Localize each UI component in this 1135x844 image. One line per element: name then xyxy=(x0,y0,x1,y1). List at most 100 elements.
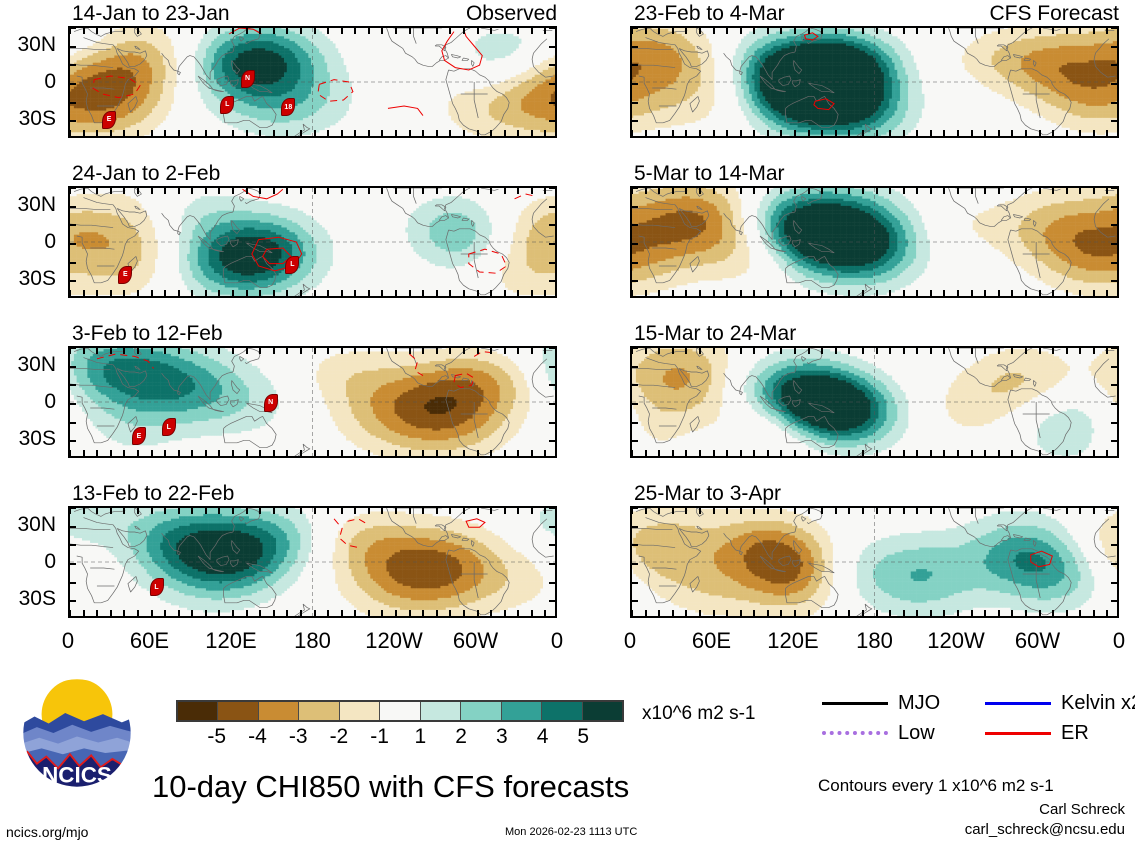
x-tick xyxy=(848,610,851,616)
x-tick xyxy=(164,348,167,354)
x-tick xyxy=(313,508,316,514)
x-tick xyxy=(286,450,289,456)
map-canvas xyxy=(632,508,1117,616)
x-tick xyxy=(381,290,384,296)
x-tick xyxy=(834,508,837,514)
x-tick xyxy=(875,188,878,194)
map-panel-1: E N L 18 xyxy=(68,26,557,138)
x-tick xyxy=(422,450,425,456)
x-tick xyxy=(726,188,729,194)
x-tick xyxy=(632,610,633,616)
legend-item-mjo: MJO xyxy=(822,693,940,713)
x-tick xyxy=(259,450,262,456)
x-tick xyxy=(698,508,701,514)
x-tick xyxy=(861,508,864,514)
x-tick xyxy=(272,508,275,514)
x-tick xyxy=(82,188,85,194)
column-header-forecast: CFS Forecast xyxy=(630,3,1119,24)
x-tick xyxy=(821,188,824,194)
x-tick xyxy=(490,508,493,514)
x-tick xyxy=(490,28,493,34)
x-tick xyxy=(1011,290,1014,296)
y-tick xyxy=(1111,440,1117,443)
x-tick xyxy=(476,130,479,136)
x-tick xyxy=(997,610,1000,616)
x-tick xyxy=(490,290,493,296)
x-tick xyxy=(753,610,756,616)
legend-label: ER xyxy=(1061,723,1089,743)
x-tick xyxy=(753,450,756,456)
x-tick xyxy=(916,450,919,456)
y-axis-label: 30S xyxy=(0,268,56,289)
colorbar-segment xyxy=(542,702,583,720)
x-tick xyxy=(726,130,729,136)
x-tick xyxy=(794,290,796,296)
x-tick xyxy=(286,188,289,194)
y-tick xyxy=(549,348,555,349)
x-tick xyxy=(766,130,769,136)
x-tick xyxy=(807,450,810,456)
x-tick xyxy=(232,188,234,194)
x-tick xyxy=(218,290,221,296)
colorbar-segment xyxy=(258,702,300,720)
x-tick xyxy=(218,508,221,514)
x-tick xyxy=(204,508,207,514)
contour-interval-note: Contours every 1 x10^6 m2 s-1 xyxy=(818,777,1054,794)
y-tick xyxy=(70,563,76,565)
x-tick xyxy=(807,290,810,296)
x-tick xyxy=(1024,28,1027,34)
x-tick xyxy=(984,610,987,616)
x-tick xyxy=(712,130,715,136)
x-axis-label: 120E xyxy=(733,630,853,652)
x-tick xyxy=(929,130,932,136)
x-tick xyxy=(984,508,987,514)
y-tick xyxy=(632,28,638,29)
x-tick xyxy=(449,610,452,616)
panel-title-3: 3-Feb to 12-Feb xyxy=(72,323,223,344)
x-tick xyxy=(123,28,126,34)
x-tick xyxy=(70,610,71,616)
shaded-field xyxy=(632,188,1117,296)
x-tick xyxy=(123,348,126,354)
x-tick xyxy=(544,188,547,194)
x-tick xyxy=(739,610,742,616)
x-tick xyxy=(1065,28,1068,34)
x-tick xyxy=(712,508,715,514)
x-tick xyxy=(435,130,438,136)
x-tick xyxy=(381,188,384,194)
x-tick xyxy=(1038,188,1041,194)
x-tick xyxy=(422,130,425,136)
x-tick xyxy=(970,188,973,194)
x-tick xyxy=(943,508,946,514)
x-tick xyxy=(916,348,919,354)
x-tick xyxy=(644,130,647,136)
x-tick xyxy=(726,450,729,456)
x-tick xyxy=(286,508,289,514)
y-tick xyxy=(549,101,555,104)
x-tick xyxy=(984,130,987,136)
x-tick xyxy=(177,188,180,194)
x-tick xyxy=(109,610,112,616)
x-tick xyxy=(367,290,370,296)
colorbar-segment xyxy=(339,702,381,720)
x-tick xyxy=(96,610,99,616)
x-tick xyxy=(408,348,411,354)
x-tick xyxy=(313,28,316,34)
legend-line-swatch xyxy=(985,731,1051,735)
x-tick xyxy=(889,188,892,194)
y-tick xyxy=(1111,403,1117,405)
colorbar-tick: 5 xyxy=(543,726,623,747)
y-axis-label: 30N xyxy=(0,514,56,535)
y-tick xyxy=(549,365,555,368)
panel-title-5: 23-Feb to 4-Mar xyxy=(634,3,785,24)
x-tick xyxy=(313,450,316,456)
x-tick xyxy=(462,508,465,514)
x-tick xyxy=(1038,450,1041,456)
x-tick xyxy=(658,508,661,514)
x-tick xyxy=(1052,610,1055,616)
x-tick xyxy=(367,348,370,354)
x-tick xyxy=(82,290,85,296)
x-tick xyxy=(807,508,810,514)
shaded-field xyxy=(70,348,555,456)
site-url[interactable]: ncics.org/mjo xyxy=(6,825,88,839)
